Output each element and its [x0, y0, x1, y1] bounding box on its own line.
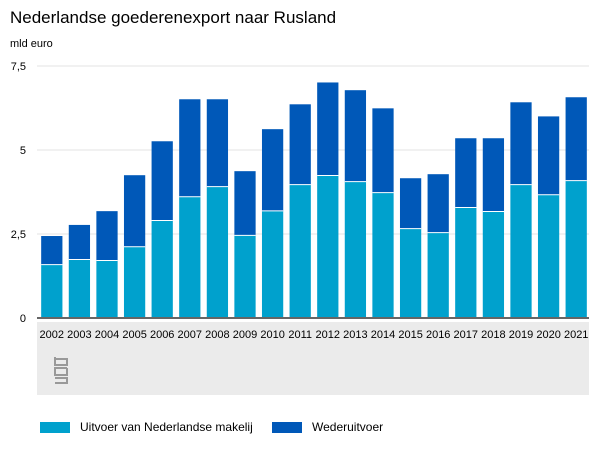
x-tick-label: 2008: [205, 329, 229, 341]
x-tick-label: 2014: [371, 329, 395, 341]
bar-segment-makelij: [68, 259, 91, 318]
bar-segment-makelij: [261, 210, 284, 318]
x-tick-label: 2004: [95, 329, 119, 341]
bar-segment-makelij: [96, 260, 118, 318]
x-tick-label: 2010: [260, 329, 284, 341]
bar-segment-wederuitvoer: [41, 236, 63, 265]
y-tick-label: 0: [20, 313, 26, 325]
legend-item-makelij: Uitvoer van Nederlandse makelij: [40, 420, 253, 434]
x-tick-label: 2003: [67, 329, 91, 341]
bar-segment-makelij: [41, 264, 63, 318]
chart-footer-band: [37, 322, 589, 395]
bar-segment-makelij: [537, 194, 560, 318]
x-tick-label: 2013: [343, 329, 367, 341]
x-tick-label: 2017: [454, 329, 478, 341]
bar-segment-makelij: [482, 211, 505, 318]
legend-item-wederuitvoer: Wederuitvoer: [272, 420, 383, 434]
bar-segment-wederuitvoer: [261, 129, 284, 211]
bar-segment-makelij: [179, 196, 201, 318]
x-tick-label: 2021: [564, 329, 588, 341]
bar-segment-wederuitvoer: [510, 102, 532, 185]
x-tick-label: 2015: [398, 329, 422, 341]
x-tick-label: 2012: [316, 329, 340, 341]
bar-segment-wederuitvoer: [206, 99, 229, 187]
legend-label: Wederuitvoer: [312, 420, 384, 434]
bar-segment-wederuitvoer: [151, 141, 173, 221]
y-tick-label: 5: [20, 145, 26, 157]
bar-segment-makelij: [399, 228, 422, 318]
y-tick-label: 7,5: [11, 61, 26, 73]
bar-segment-wederuitvoer: [372, 108, 394, 193]
legend-swatch: [40, 421, 70, 433]
x-tick-label: 2002: [40, 329, 64, 341]
bar-segment-wederuitvoer: [123, 175, 146, 247]
y-tick-label: 2,5: [11, 229, 26, 241]
bar-segment-wederuitvoer: [179, 99, 201, 197]
bar-segment-wederuitvoer: [68, 224, 91, 260]
bar-segment-wederuitvoer: [565, 97, 587, 181]
bar-segment-makelij: [455, 207, 477, 318]
x-tick-label: 2018: [481, 329, 505, 341]
bar-segment-makelij: [234, 235, 256, 318]
bar-segment-wederuitvoer: [427, 174, 449, 233]
x-tick-label: 2016: [426, 329, 450, 341]
x-tick-label: 2020: [536, 329, 560, 341]
bar-segment-makelij: [289, 184, 311, 318]
x-tick-label: 2005: [122, 329, 146, 341]
x-tick-label: 2006: [150, 329, 174, 341]
legend-swatch: [272, 421, 302, 433]
bar-segment-wederuitvoer: [317, 82, 339, 176]
bar-segment-wederuitvoer: [482, 138, 505, 212]
bar-segment-wederuitvoer: [289, 104, 311, 185]
bar-segment-makelij: [565, 180, 587, 318]
bar-segment-wederuitvoer: [96, 211, 118, 261]
x-tick-label: 2019: [509, 329, 533, 341]
x-tick-label: 2007: [178, 329, 202, 341]
bar-segment-makelij: [151, 220, 173, 318]
y-axis-label: mld euro: [10, 38, 53, 50]
legend-label: Uitvoer van Nederlandse makelij: [80, 420, 253, 434]
bar-segment-makelij: [317, 175, 339, 318]
bar-segment-wederuitvoer: [537, 116, 560, 195]
bar-segment-makelij: [206, 186, 229, 318]
bar-segment-wederuitvoer: [344, 90, 367, 182]
bar-segment-wederuitvoer: [455, 138, 477, 208]
cbs-logo-icon: [54, 357, 68, 384]
bar-segment-wederuitvoer: [234, 171, 256, 236]
bar-segment-wederuitvoer: [399, 178, 422, 229]
x-tick-label: 2011: [288, 329, 312, 341]
bar-segment-makelij: [510, 184, 532, 318]
bar-segment-makelij: [427, 232, 449, 318]
chart-title: Nederlandse goederenexport naar Rusland: [10, 8, 337, 27]
bar-segment-makelij: [372, 192, 394, 318]
bar-segment-makelij: [123, 246, 146, 318]
x-tick-label: 2009: [233, 329, 257, 341]
bar-segment-makelij: [344, 181, 367, 318]
